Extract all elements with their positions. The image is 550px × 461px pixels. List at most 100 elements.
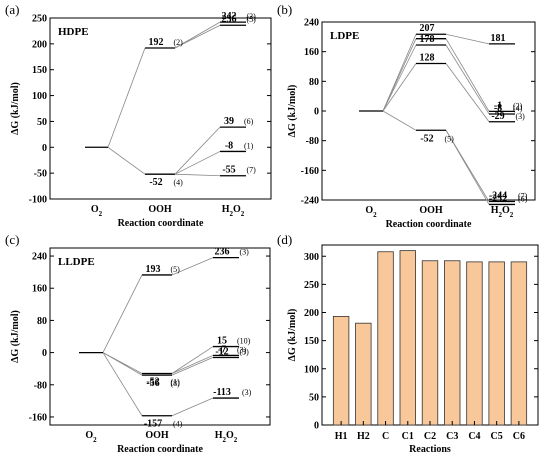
level-count-label: (7)	[518, 191, 528, 200]
x-tick-label: OOH	[145, 430, 169, 441]
level-value-label: -8	[494, 103, 502, 114]
level-count-label: (7)	[247, 166, 257, 175]
y-tick-label: -80	[34, 380, 47, 391]
level-count-label: (5)	[445, 134, 455, 143]
level-value-label: 128	[420, 53, 435, 64]
level-count-label: (3)	[247, 12, 257, 21]
y-tick-label: -240	[301, 196, 319, 207]
bar	[332, 316, 350, 426]
chart-panel-3: (d) 0 50 100 150 200 250 300 ΔG (kJ/mol) Reaction…	[277, 232, 539, 455]
connector-line	[171, 357, 214, 376]
x-tick-label: C2	[424, 431, 436, 442]
level-value-label: 242	[222, 11, 237, 22]
level-value-label: -52	[420, 133, 433, 144]
x-tick-label: H2O2	[491, 205, 514, 219]
panel-label: (b)	[277, 2, 292, 17]
level-value-label: 15	[217, 336, 227, 347]
level-value-label: -55	[222, 165, 235, 176]
chart-title: LLDPE	[58, 256, 95, 268]
connector-line	[102, 352, 143, 376]
y-tick-label: -80	[306, 136, 319, 147]
level-value-label: -157	[144, 419, 162, 430]
x-tick-label: C5	[491, 431, 503, 442]
y-tick-label: 50	[309, 392, 319, 403]
level-value-label: -8	[225, 140, 233, 151]
x-tick-label: H1	[335, 431, 348, 442]
level-value-label: -252	[489, 193, 507, 204]
y-tick-label: 80	[37, 316, 47, 327]
y-tick-label: 0	[42, 348, 47, 359]
level-value-label: -113	[213, 387, 231, 398]
x-tick-label: C3	[446, 431, 458, 442]
y-tick-label: 0	[314, 107, 319, 118]
x-axis-label: Reaction coordinate	[118, 218, 204, 229]
bar	[466, 261, 483, 426]
level-count-label: (2)	[513, 101, 523, 110]
y-tick-label: 50	[37, 117, 47, 128]
connector-line	[445, 33, 490, 45]
bar	[399, 250, 416, 426]
y-tick-label: 80	[309, 77, 319, 88]
connector-line	[171, 346, 214, 374]
x-tick-label: C1	[402, 431, 414, 442]
y-tick-label: 100	[304, 364, 319, 375]
connector-line	[102, 274, 143, 353]
level-count-label: (1)	[171, 378, 181, 387]
x-tick-label: O2	[85, 430, 97, 444]
level-count-label: (6)	[244, 117, 254, 126]
level-count-label: (3)	[516, 112, 526, 121]
level-count-label: (5)	[171, 265, 181, 274]
level-value-label: -1	[494, 100, 502, 111]
level-count-label: (6)	[518, 194, 528, 203]
connector-line	[445, 44, 490, 115]
bar	[510, 261, 528, 426]
level-count-label: (2)	[174, 38, 184, 47]
connector-line	[174, 126, 221, 175]
y-tick-label: 240	[304, 18, 319, 29]
level-value-label: -7	[218, 344, 226, 355]
y-tick-label: 100	[32, 91, 47, 102]
y-tick-label: 160	[304, 47, 319, 58]
level-value-label: -52	[146, 377, 159, 388]
y-tick-label: 250	[304, 280, 319, 291]
bar	[355, 322, 372, 426]
y-tick-label: 200	[304, 308, 319, 319]
connector-line	[382, 63, 417, 112]
bar	[488, 261, 505, 426]
level-value-label: 193	[146, 264, 161, 275]
x-tick-label: C4	[468, 431, 480, 442]
bar	[421, 260, 439, 426]
y-tick-label: 150	[32, 65, 47, 76]
connector-line	[174, 24, 221, 49]
level-value-label: -12	[215, 346, 228, 357]
connector-line	[445, 38, 490, 112]
bar	[444, 260, 461, 426]
level-value-label: 192	[149, 37, 164, 48]
connector-line	[102, 352, 143, 416]
y-axis-label: ΔG (kJ/mol)	[287, 85, 298, 138]
chart-title: HDPE	[58, 26, 89, 38]
x-tick-label: OOH	[419, 205, 443, 216]
level-value-label: 236	[215, 247, 230, 258]
connector-line	[445, 130, 490, 205]
plot-frame	[49, 247, 271, 426]
connector-line	[174, 173, 221, 177]
x-tick-label: OOH	[148, 204, 172, 215]
level-value-label: 236	[222, 14, 237, 25]
level-count-label: (4)	[174, 178, 184, 187]
connector-line	[174, 151, 221, 175]
x-tick-label: H2	[357, 431, 370, 442]
panel-label: (c)	[5, 232, 19, 247]
connector-line	[171, 257, 214, 276]
level-value-label: -56	[146, 378, 159, 389]
level-value-label: -52	[149, 177, 162, 188]
x-tick-label: O2	[365, 205, 377, 219]
x-tick-label: C	[382, 431, 389, 442]
y-tick-label: 240	[32, 252, 47, 263]
level-count-label: (3)	[240, 248, 250, 257]
chart-title: LDPE	[330, 30, 359, 42]
x-axis-label: Reaction coordinate	[386, 219, 472, 230]
x-tick-label: H2O2	[222, 204, 245, 218]
x-axis-label: Reaction coordinate	[117, 444, 203, 455]
